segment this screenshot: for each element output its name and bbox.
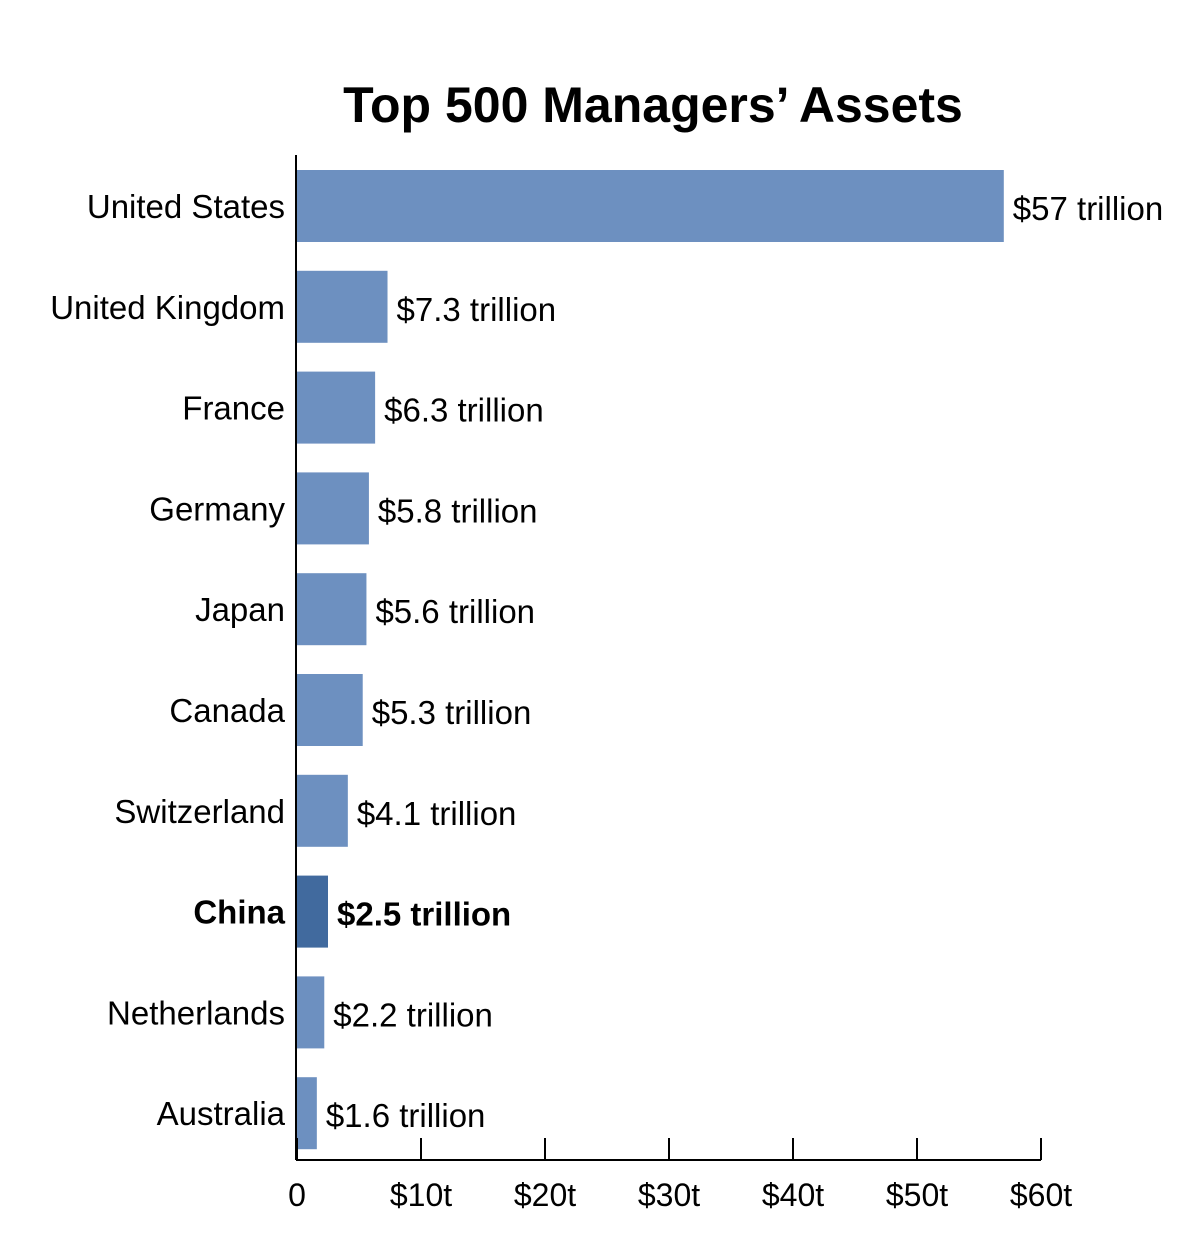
value-label-united-kingdom: $7.3 trillion <box>397 291 557 328</box>
x-tick-label: $30t <box>638 1177 700 1213</box>
category-label-switzerland: Switzerland <box>114 793 285 830</box>
bar-switzerland <box>297 774 348 847</box>
value-label-switzerland: $4.1 trillion <box>357 795 517 832</box>
category-label-china: China <box>193 894 285 931</box>
bars-group: United States $57 trillion United Kingdom $… <box>50 170 1163 1150</box>
x-axis: 0 $10t $20t $30t $40t $50t $60t <box>288 155 1072 1213</box>
bar-france <box>297 371 376 444</box>
category-label-canada: Canada <box>169 692 285 729</box>
bar-australia <box>297 1077 317 1150</box>
category-label-france: France <box>182 390 285 427</box>
category-label-netherlands: Netherlands <box>107 994 285 1031</box>
category-label-germany: Germany <box>149 490 285 527</box>
value-label-australia: $1.6 trillion <box>326 1097 486 1134</box>
category-label-australia: Australia <box>157 1095 286 1132</box>
bar-united-states <box>297 170 1004 242</box>
category-label-united-states: United States <box>87 188 285 225</box>
bar-china <box>297 875 328 948</box>
bar-japan <box>297 573 367 646</box>
bar-netherlands <box>297 976 325 1049</box>
bar-canada <box>297 674 363 746</box>
category-label-japan: Japan <box>195 591 285 628</box>
category-label-united-kingdom: United Kingdom <box>50 289 285 326</box>
value-label-germany: $5.8 trillion <box>378 492 538 529</box>
x-tick-label: $60t <box>1010 1177 1072 1213</box>
chart-title: Top 500 Managers’ Assets <box>343 77 963 133</box>
value-label-japan: $5.6 trillion <box>375 593 535 630</box>
value-label-netherlands: $2.2 trillion <box>333 996 493 1033</box>
value-label-canada: $5.3 trillion <box>372 694 532 731</box>
value-label-france: $6.3 trillion <box>384 392 544 429</box>
x-tick-label: $40t <box>762 1177 824 1213</box>
bar-united-kingdom <box>297 270 388 343</box>
value-label-china: $2.5 trillion <box>337 896 511 933</box>
value-label-united-states: $57 trillion <box>1013 190 1163 227</box>
x-tick-label: 0 <box>288 1177 306 1213</box>
bar-germany <box>297 472 369 545</box>
x-tick-label: $20t <box>514 1177 576 1213</box>
x-tick-label: $10t <box>390 1177 452 1213</box>
x-tick-label: $50t <box>886 1177 948 1213</box>
